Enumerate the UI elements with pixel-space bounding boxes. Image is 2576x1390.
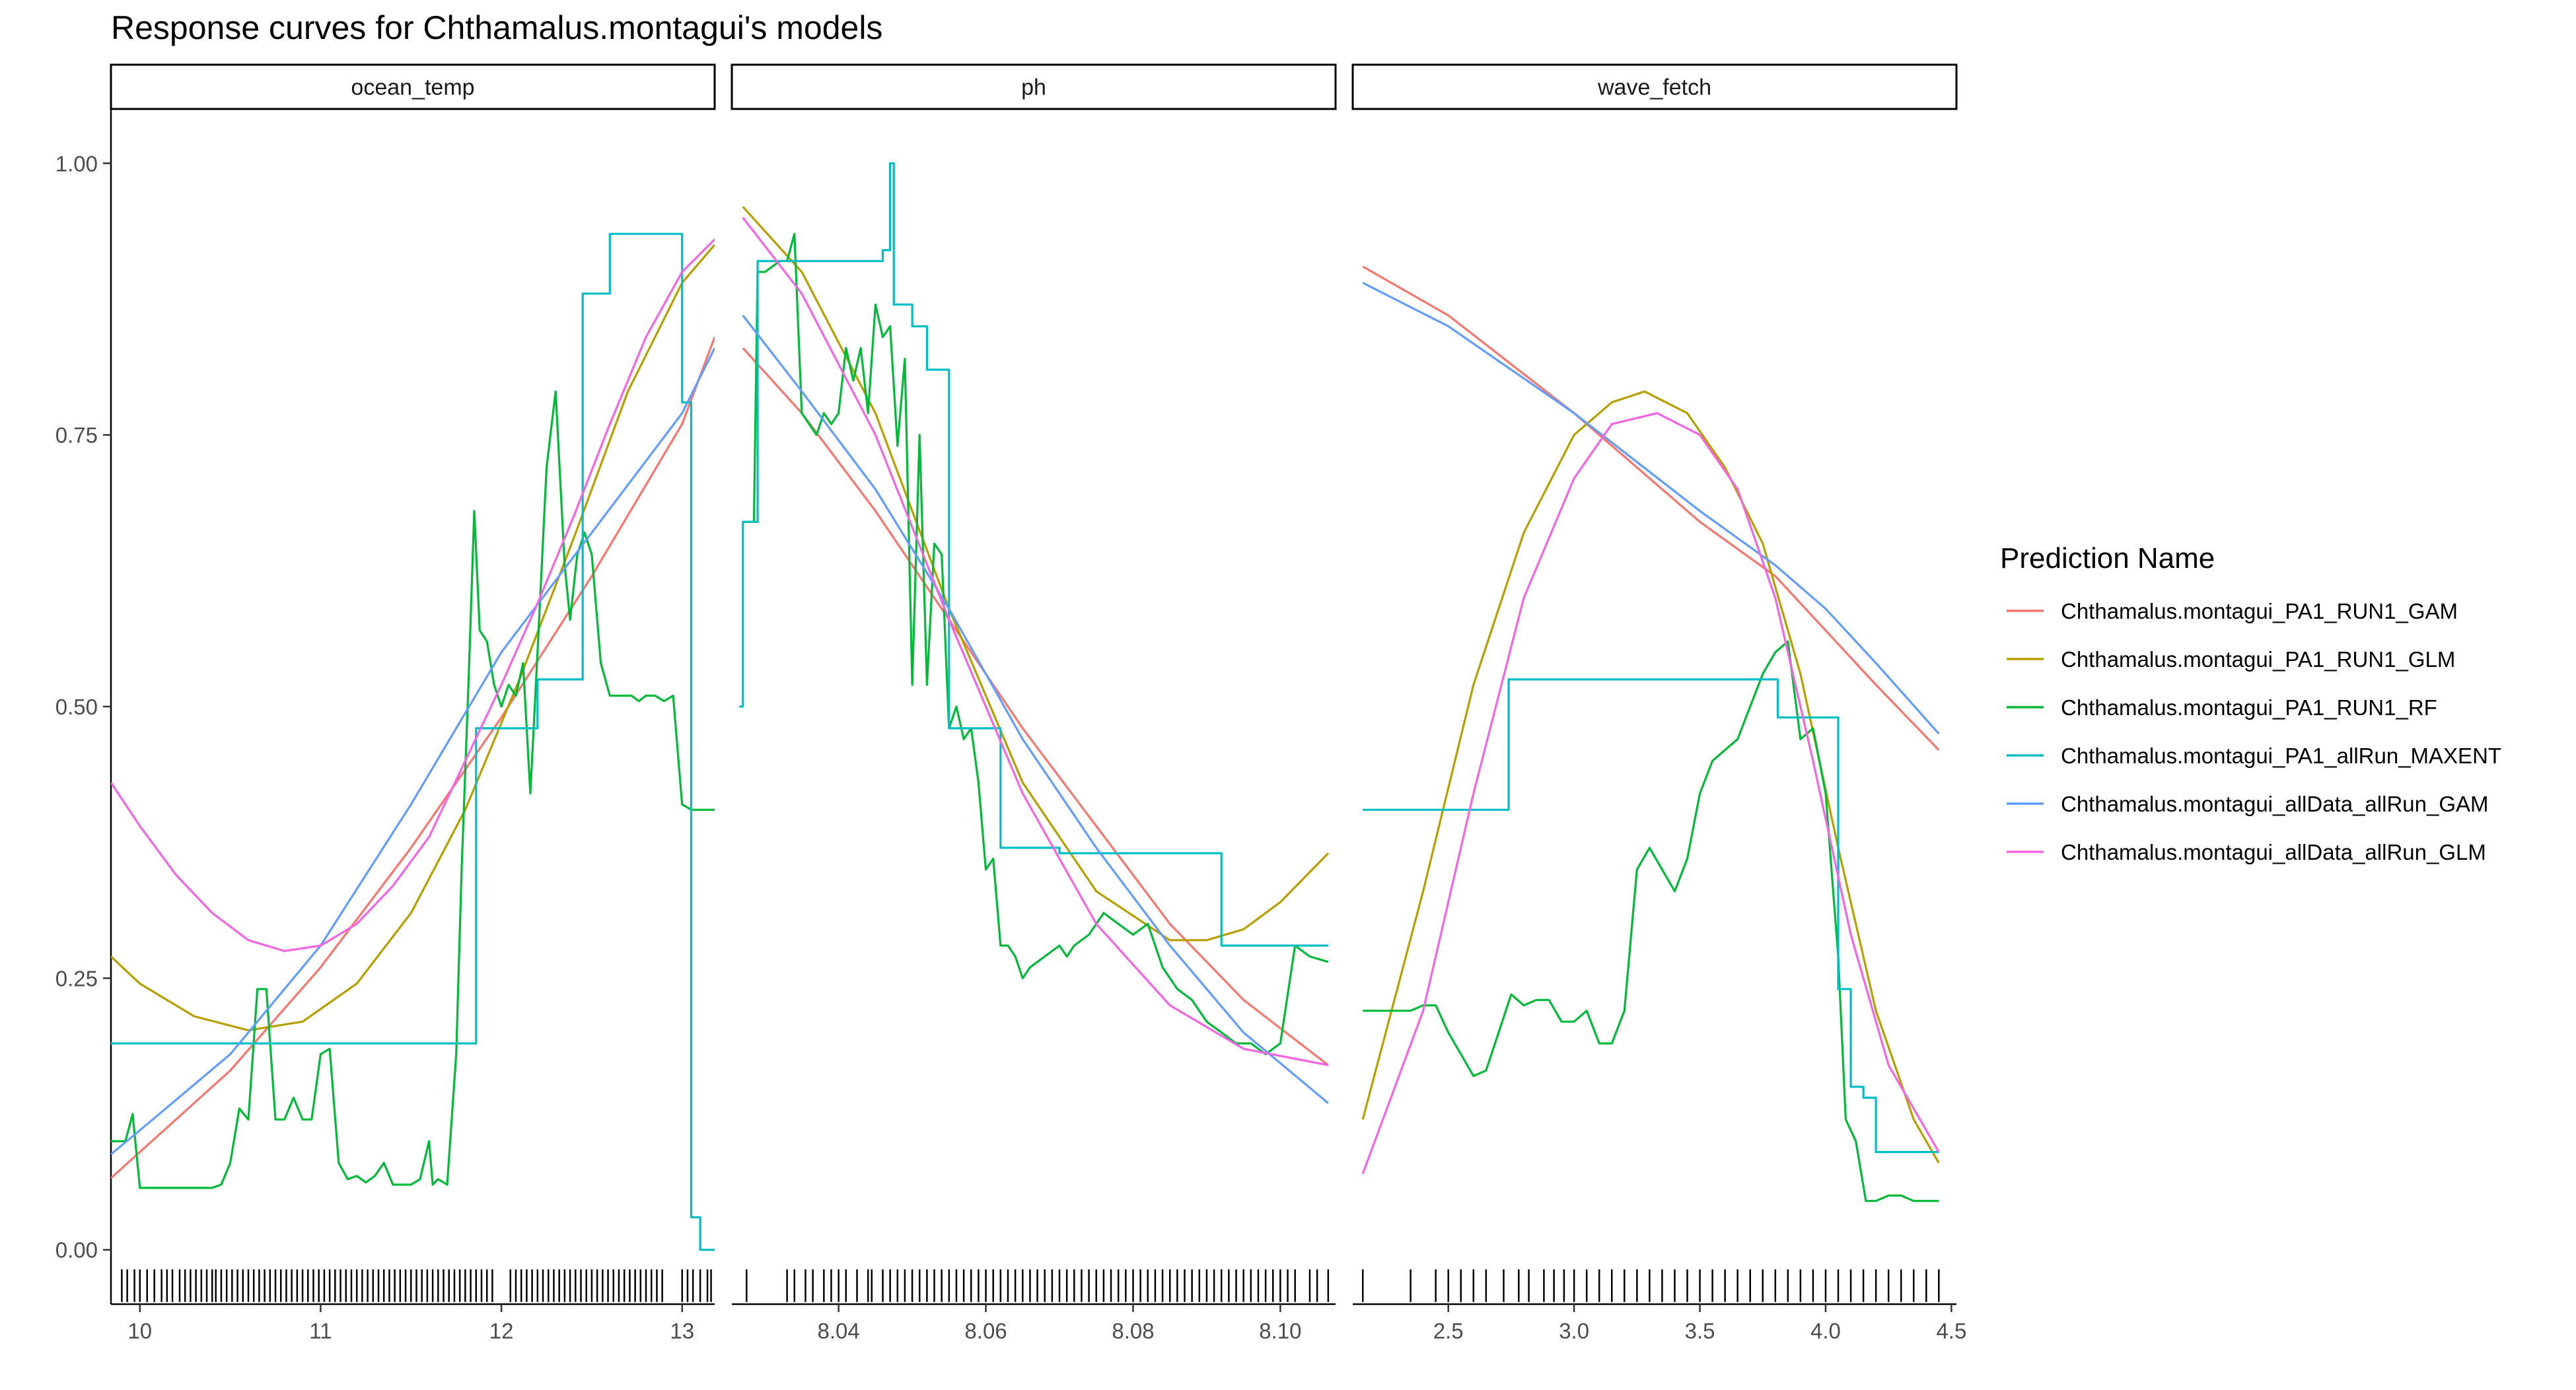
- facet-panel-wave-fetch: wave_fetch 2.5 3.0 3.5 4.0 4.5: [1351, 63, 1966, 1343]
- legend-label: Chthamalus.montagui_PA1_RUN1_GLM: [2061, 647, 2455, 672]
- x-tick-label: 3.0: [1559, 1319, 1589, 1343]
- series-line: [111, 244, 715, 1031]
- x-tick-label: 13: [670, 1319, 694, 1343]
- series-line: [111, 232, 715, 1251]
- x-tick-label: 10: [127, 1319, 152, 1343]
- series-line: [1361, 390, 1940, 1164]
- chart-title: Response curves for Chthamalus.montagui'…: [111, 9, 882, 46]
- facet-strip: [110, 63, 716, 110]
- legend-label: Chthamalus.montagui_PA1_allRun_MAXENT: [2061, 744, 2501, 768]
- facet-strip-label: ocean_temp: [351, 75, 474, 100]
- legend-label: Chthamalus.montagui_PA1_RUN1_RF: [2061, 695, 2437, 720]
- series-line: [111, 336, 715, 1179]
- series-line: [1363, 678, 1939, 1154]
- facet-strip-label: wave_fetch: [1597, 75, 1711, 100]
- facet-panels: 0.00 0.25 0.50 0.75 1.00 ocean_temp 10 11 12 13 ph…: [55, 63, 1966, 1343]
- facet-strip: [1351, 63, 1958, 110]
- series-line: [742, 206, 1330, 942]
- series-line: [111, 347, 715, 1156]
- series-line: [111, 238, 715, 952]
- y-axis: 0.00 0.25 0.50 0.75 1.00: [55, 109, 112, 1304]
- series-line: [1361, 412, 1940, 1175]
- series-line: [1362, 281, 1940, 735]
- legend-label: Chthamalus.montagui_PA1_RUN1_GAM: [2061, 599, 2458, 623]
- rug: [746, 1269, 1330, 1302]
- x-tick-label: 8.04: [818, 1319, 860, 1343]
- series-group: [1361, 265, 1940, 1202]
- series-line: [111, 390, 715, 1189]
- y-tick-label: 1.00: [55, 151, 98, 176]
- facet-strip: [731, 63, 1337, 110]
- x-tick-label: 4.0: [1810, 1319, 1841, 1343]
- y-tick-label: 0.00: [55, 1238, 98, 1263]
- y-tick-label: 0.50: [55, 695, 98, 719]
- series-line: [1363, 640, 1939, 1202]
- series-line: [742, 347, 1329, 1066]
- facet-panel-ocean-temp: ocean_temp 10 11 12 13: [110, 63, 716, 1343]
- series-line: [742, 314, 1329, 1104]
- y-tick-label: 0.25: [55, 966, 98, 990]
- legend-label: Chthamalus.montagui_allData_allRun_GAM: [2061, 792, 2489, 816]
- legend-title: Prediction Name: [2000, 542, 2215, 574]
- x-tick-label: 8.10: [1259, 1319, 1301, 1343]
- series-line: [739, 162, 1328, 947]
- x-tick-label: 2.5: [1433, 1319, 1464, 1343]
- legend-label: Chthamalus.montagui_allData_allRun_GLM: [2061, 840, 2486, 864]
- series-line: [742, 232, 1329, 1056]
- series-group: [739, 162, 1330, 1104]
- x-tick-label: 3.5: [1685, 1319, 1715, 1343]
- facet-strip-label: ph: [1021, 75, 1046, 100]
- y-tick-label: 0.75: [55, 423, 98, 448]
- x-tick-label: 8.08: [1112, 1319, 1154, 1343]
- x-tick-label: 11: [309, 1319, 332, 1343]
- facet-panel-ph: ph 8.04 8.06 8.08 8.10: [731, 63, 1337, 1343]
- x-tick-label: 8.06: [964, 1319, 1007, 1343]
- legend: Prediction Name Chthamalus.montagui_PA1_…: [2000, 542, 2501, 864]
- x-tick-label: 12: [489, 1319, 514, 1343]
- rug: [121, 1269, 712, 1302]
- series-group: [111, 232, 715, 1251]
- x-tick-label: 4.5: [1936, 1319, 1966, 1343]
- series-line: [1362, 265, 1940, 751]
- series-line: [742, 217, 1329, 1066]
- rug: [1361, 1269, 1940, 1302]
